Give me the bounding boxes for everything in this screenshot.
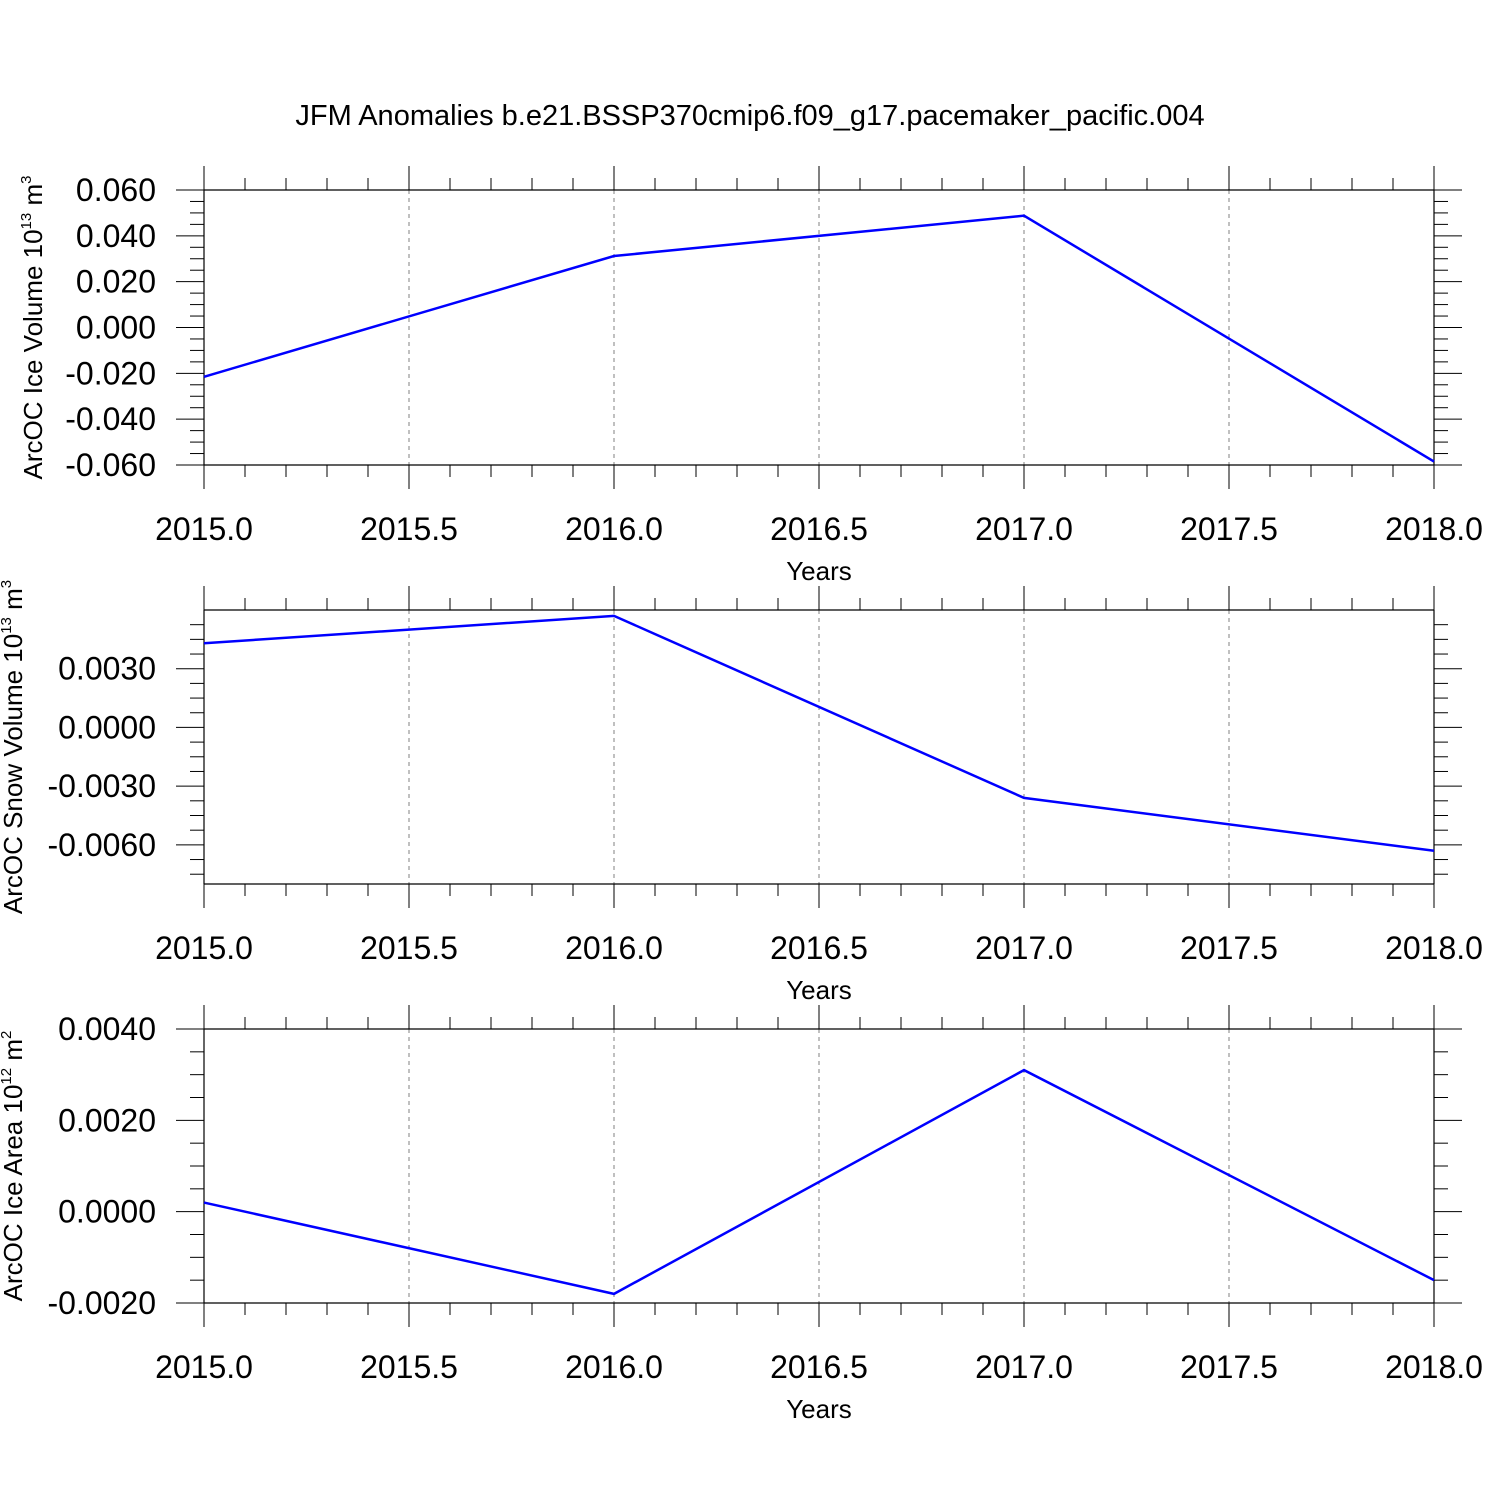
y-tick-label: 0.0040 bbox=[58, 1011, 156, 1047]
x-tick-label: 2015.0 bbox=[155, 511, 253, 547]
x-tick-label: 2016.5 bbox=[770, 511, 868, 547]
x-tick-label: 2015.5 bbox=[360, 930, 458, 966]
x-tick-label: 2017.0 bbox=[975, 511, 1073, 547]
y-axis-label: ArcOC Ice Area 1012 m2 bbox=[0, 1031, 28, 1302]
y-tick-label: -0.020 bbox=[65, 355, 156, 391]
x-tick-label: 2016.0 bbox=[565, 930, 663, 966]
series-line bbox=[203, 1068, 1435, 1296]
panel-2: 2015.0 2015.5 2016.0 2016.5 2017.0 2017.5 2018… bbox=[0, 580, 1483, 1005]
x-axis-label: Years bbox=[786, 556, 852, 586]
y-axis-label-main: ArcOC Snow Volume 10 bbox=[0, 634, 28, 914]
x-tick-label: 2018.0 bbox=[1385, 1349, 1483, 1385]
y-axis-label: ArcOC Snow Volume 1013 m3 bbox=[0, 580, 28, 914]
y-tick-label: -0.040 bbox=[65, 401, 156, 437]
x-tick-label: 2017.5 bbox=[1180, 1349, 1278, 1385]
y-axis-label-exp: 13 bbox=[0, 617, 15, 634]
y-axis-label-unit: m bbox=[18, 184, 48, 213]
y-tick-label: -0.0060 bbox=[47, 827, 156, 863]
series-line bbox=[203, 214, 1435, 463]
y-tick-label: 0.0000 bbox=[58, 1194, 156, 1230]
x-tick-label: 2018.0 bbox=[1385, 511, 1483, 547]
y-axis-label-unit: m bbox=[0, 1039, 28, 1068]
y-axis-label-exp: 13 bbox=[18, 213, 35, 230]
panel-1: 2015.0 2015.5 2016.0 2016.5 2017.0 2017.5 2018… bbox=[18, 166, 1483, 586]
y-axis-label-main: ArcOC Ice Area 10 bbox=[0, 1085, 28, 1302]
x-tick-label: 2016.5 bbox=[770, 1349, 868, 1385]
y-tick-label: 0.000 bbox=[76, 310, 156, 346]
y-axis-label-unit: m bbox=[0, 588, 28, 617]
x-tick-label: 2018.0 bbox=[1385, 930, 1483, 966]
y-tick-label: 0.0020 bbox=[58, 1102, 156, 1138]
x-tick-label: 2017.0 bbox=[975, 1349, 1073, 1385]
y-axis-label-unit-exp: 3 bbox=[18, 176, 35, 184]
y-axis-label-exp: 12 bbox=[0, 1068, 15, 1085]
y-axis-label-main: ArcOC Ice Volume 10 bbox=[18, 229, 48, 479]
x-tick-label: 2015.5 bbox=[360, 511, 458, 547]
y-tick-label: -0.0020 bbox=[47, 1285, 156, 1321]
x-tick-label: 2016.5 bbox=[770, 930, 868, 966]
x-axis-label: Years bbox=[786, 975, 852, 1005]
y-tick-label: 0.040 bbox=[76, 218, 156, 254]
chart-title: JFM Anomalies b.e21.BSSP370cmip6.f09_g17… bbox=[295, 100, 1204, 132]
x-tick-label: 2015.5 bbox=[360, 1349, 458, 1385]
y-tick-label: 0.020 bbox=[76, 264, 156, 300]
panel-3: 2015.0 2015.5 2016.0 2016.5 2017.0 2017.5 2018… bbox=[0, 1005, 1483, 1424]
y-tick-label: -0.0030 bbox=[47, 768, 156, 804]
x-tick-label: 2016.0 bbox=[565, 1349, 663, 1385]
x-tick-label: 2015.0 bbox=[155, 930, 253, 966]
y-tick-label: 0.0030 bbox=[58, 651, 156, 687]
x-tick-label: 2015.0 bbox=[155, 1349, 253, 1385]
y-axis-label-unit-exp: 2 bbox=[0, 1031, 15, 1039]
x-axis-label: Years bbox=[786, 1394, 852, 1424]
x-tick-label: 2017.5 bbox=[1180, 511, 1278, 547]
y-tick-label: 0.060 bbox=[76, 172, 156, 208]
y-tick-label: -0.060 bbox=[65, 447, 156, 483]
x-tick-label: 2017.5 bbox=[1180, 930, 1278, 966]
y-tick-label: 0.0000 bbox=[58, 709, 156, 745]
y-axis-label: ArcOC Ice Volume 1013 m3 bbox=[18, 176, 48, 480]
x-tick-label: 2017.0 bbox=[975, 930, 1073, 966]
x-tick-label: 2016.0 bbox=[565, 511, 663, 547]
series-line bbox=[203, 614, 1435, 852]
y-axis-label-unit-exp: 3 bbox=[0, 580, 15, 588]
